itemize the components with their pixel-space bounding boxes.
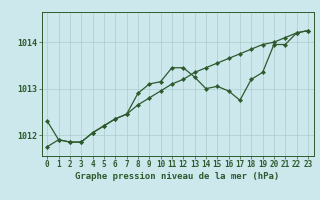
X-axis label: Graphe pression niveau de la mer (hPa): Graphe pression niveau de la mer (hPa) [76,172,280,181]
